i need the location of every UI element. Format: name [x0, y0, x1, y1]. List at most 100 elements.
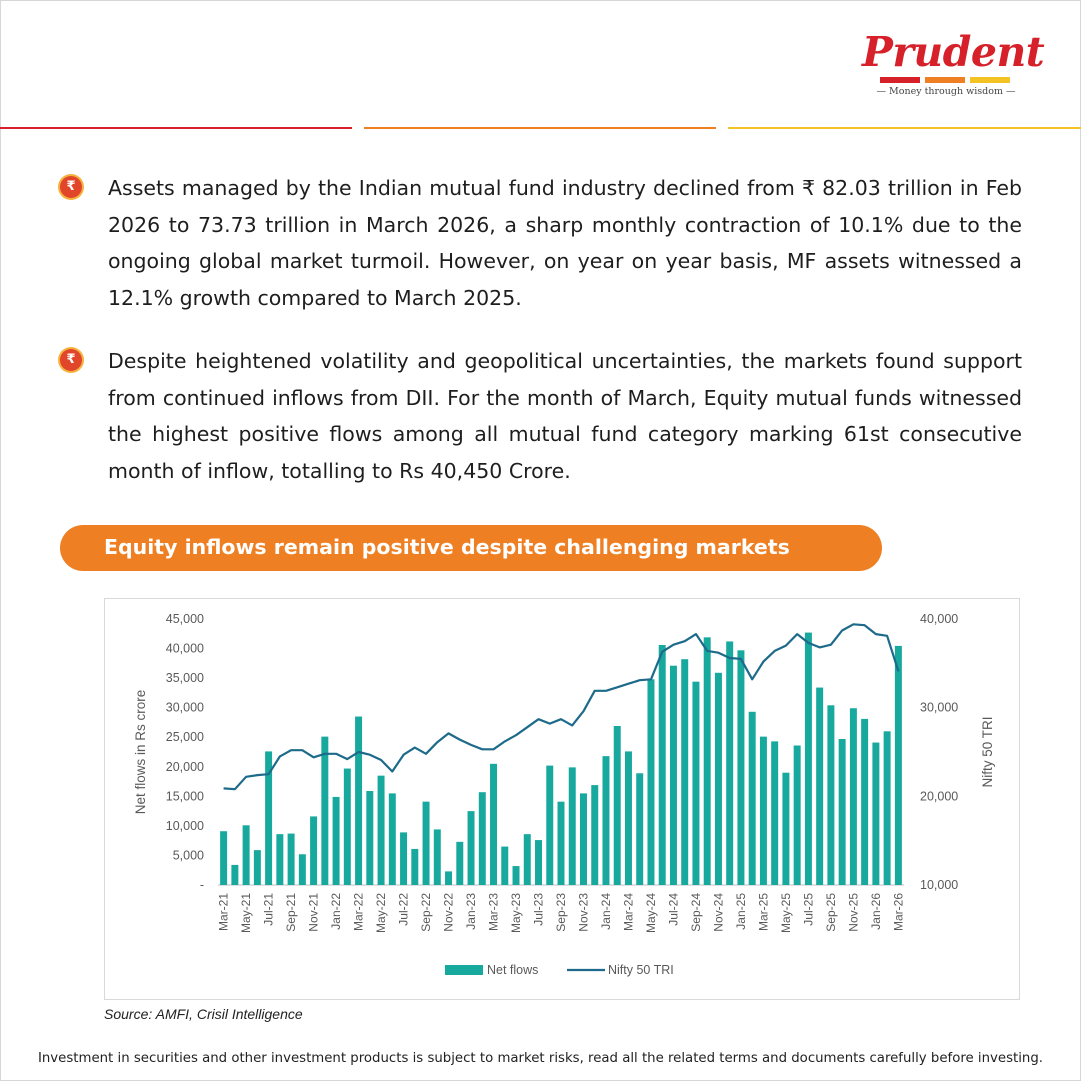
bar-net-flows [535, 840, 542, 885]
bar-net-flows [321, 736, 329, 885]
bar-net-flows [388, 793, 396, 885]
y-tick-label: 10,000 [166, 819, 204, 833]
bar-net-flows [343, 768, 351, 885]
bar-net-flows [580, 793, 587, 885]
x-tick-label: Sep-21 [284, 893, 298, 932]
y-tick-label: 20,000 [166, 760, 204, 774]
x-tick-label: May-21 [239, 893, 253, 933]
bar-net-flows [591, 785, 599, 885]
bar-net-flows [568, 767, 576, 885]
y-tick-label: 45,000 [166, 612, 204, 626]
disclaimer: Investment in securities and other inves… [37, 1051, 1044, 1066]
bar-net-flows [433, 829, 441, 885]
bar-net-flows [804, 632, 812, 885]
bar-net-flows [771, 741, 779, 885]
rupee-icon: ₹ [60, 349, 82, 371]
rupee-icon: ₹ [60, 176, 82, 198]
x-tick-label: Mar-23 [487, 893, 501, 931]
bar-net-flows [883, 731, 891, 885]
x-tick-label: Sep-24 [689, 893, 703, 932]
bar-net-flows [366, 791, 374, 885]
bar-net-flows [759, 736, 767, 885]
x-tick-label: Nov-24 [711, 893, 725, 932]
bar-net-flows [253, 850, 261, 885]
bar-net-flows [557, 801, 565, 885]
bar-net-flows [310, 816, 318, 885]
y-tick-label: 40,000 [166, 642, 204, 656]
prudent-logo: Prudent — Money through wisdom — [858, 28, 1045, 102]
x-tick-label: May-22 [374, 893, 388, 933]
header-rule-orange [364, 127, 716, 129]
bullet-text: Despite heightened volatility and geopol… [108, 349, 1022, 483]
section-banner: Equity inflows remain positive despite c… [60, 525, 882, 571]
source-note: Source: AMFI, Crisil Intelligence [104, 1006, 303, 1022]
bar-net-flows [748, 711, 756, 885]
bar-net-flows [669, 665, 677, 885]
bar-net-flows [894, 645, 902, 885]
bar-net-flows [411, 848, 419, 885]
x-tick-label: Jul-23 [532, 893, 546, 926]
bar-net-flows [445, 871, 453, 885]
x-tick-label: Sep-25 [824, 893, 838, 932]
bar-net-flows [782, 772, 790, 885]
bar-net-flows [298, 854, 306, 885]
bar-net-flows [681, 659, 689, 885]
bar-net-flows [636, 773, 644, 885]
bar-net-flows [478, 792, 486, 885]
bar-net-flows [422, 801, 430, 885]
bar-net-flows [287, 833, 295, 885]
x-tick-label: May-24 [644, 893, 658, 933]
bar-net-flows [726, 641, 734, 885]
bar-net-flows [377, 775, 385, 885]
x-tick-label: Jul-21 [262, 893, 276, 926]
bar-net-flows [265, 751, 273, 885]
bar-net-flows [512, 866, 520, 885]
bar-net-flows [793, 745, 801, 885]
y2-axis-label: Nifty 50 TRI [980, 716, 995, 787]
bar-net-flows [231, 864, 239, 885]
y-axis-label: Net flows in Rs crore [133, 690, 148, 815]
bullet-text: Assets managed by the Indian mutual fund… [108, 176, 1022, 310]
bar-net-flows [602, 756, 610, 885]
x-tick-label: Jan-26 [869, 893, 883, 930]
line-nifty-50-tri [223, 623, 900, 791]
bar-net-flows [276, 834, 284, 885]
y-tick-label: 5,000 [173, 848, 204, 862]
bar-net-flows [523, 834, 531, 885]
flows-chart: - 5,000 10,000 15,000 20,000 25,000 30,000 35,0… [133, 612, 995, 977]
x-tick-label: Mar-22 [352, 893, 366, 931]
bar-net-flows [546, 765, 554, 885]
bar-net-flows [816, 687, 824, 885]
bar-net-flows [872, 742, 880, 885]
logo-tagline: — Money through wisdom — [876, 86, 1016, 97]
bar-net-flows [490, 763, 498, 885]
x-tick-label: Jan-22 [329, 893, 343, 930]
bar-net-flows [332, 796, 340, 885]
bar-net-flows [501, 846, 509, 885]
y2-tick-label: 10,000 [920, 878, 958, 892]
bar-net-flows [737, 650, 745, 885]
bar-net-flows [692, 681, 700, 885]
y2-tick-label: 30,000 [920, 701, 958, 715]
bar-net-flows [400, 832, 408, 885]
x-tick-label: Jul-24 [667, 893, 681, 926]
legend-label: Net flows [487, 963, 538, 977]
y2-tick-label: 40,000 [920, 612, 958, 626]
bar-net-flows [220, 831, 228, 885]
bar-net-flows [647, 679, 655, 885]
x-tick-label: Jan-24 [599, 893, 613, 930]
x-tick-label: Sep-23 [554, 893, 568, 932]
x-tick-label: May-23 [509, 893, 523, 933]
y-tick-label: 15,000 [166, 789, 204, 803]
y-tick-label: 30,000 [166, 701, 204, 715]
x-tick-label: Mar-26 [891, 893, 905, 931]
banner-title: Equity inflows remain positive despite c… [104, 535, 790, 559]
bar-net-flows [624, 751, 632, 885]
bar-net-flows [355, 716, 363, 885]
bar-net-flows [613, 725, 621, 885]
logo-wordmark: Prudent [862, 28, 1045, 76]
bar-net-flows [467, 811, 475, 885]
x-tick-label: Jul-25 [801, 893, 815, 926]
x-tick-label: Mar-21 [217, 893, 231, 931]
bar-net-flows [242, 825, 250, 885]
